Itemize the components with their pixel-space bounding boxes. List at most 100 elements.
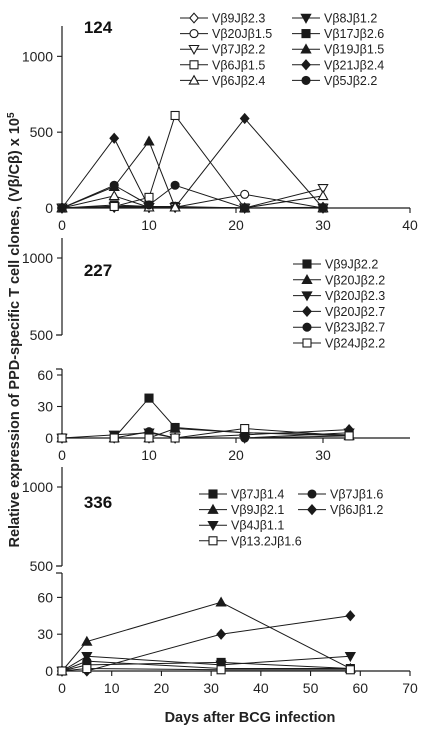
- x-tick-label: 0: [58, 217, 66, 233]
- legend-label: Vβ8Jβ1.2: [324, 12, 377, 26]
- legend-entry: Vβ9Jβ2.3: [180, 12, 265, 26]
- data-point: [170, 433, 180, 443]
- data-point: [144, 393, 154, 403]
- legend-marker: [301, 273, 313, 285]
- legend-marker: [307, 503, 317, 516]
- y-tick-label: 500: [30, 558, 54, 574]
- legend-entry: Vβ6Jβ2.4: [180, 74, 265, 88]
- legend-label: Vβ4Jβ1.1: [231, 519, 284, 533]
- legend-entry: Vβ6Jβ1.2: [298, 503, 383, 517]
- legend-label: Vβ20Jβ2.3: [325, 289, 385, 303]
- data-point: [344, 652, 356, 663]
- series-line: [62, 615, 351, 672]
- data-point: [144, 200, 154, 210]
- series-v-20j-2-3: [56, 428, 355, 444]
- legend-label: Vβ7Jβ1.4: [231, 488, 284, 502]
- y-axis-label: Relative expression of PPD-specific T ce…: [6, 112, 24, 548]
- y-tick-label: 1000: [22, 250, 53, 266]
- data-point: [239, 112, 250, 125]
- legend-marker: [189, 60, 199, 70]
- legend-entry: Vβ24Jβ2.2: [293, 337, 385, 351]
- x-tick-label: 20: [228, 217, 244, 233]
- data-point: [169, 201, 181, 212]
- legend-label: Vβ20Jβ1.5: [212, 27, 272, 41]
- series-line: [61, 432, 350, 439]
- x-tick-label: 60: [352, 680, 368, 696]
- series-line: [61, 668, 351, 672]
- data-point: [144, 192, 154, 202]
- x-tick-label: 0: [58, 680, 66, 696]
- series-line: [62, 428, 350, 439]
- x-tick-label: 10: [141, 447, 157, 463]
- series-line: [61, 114, 323, 209]
- data-point: [215, 596, 227, 607]
- legend-label: Vβ9Jβ2.3: [212, 12, 265, 26]
- series-line: [61, 655, 351, 672]
- legend-entry: Vβ20Jβ2.7: [293, 305, 385, 319]
- data-point: [169, 422, 181, 433]
- data-point: [317, 190, 329, 201]
- legend-entry: Vβ23Jβ2.7: [293, 321, 385, 335]
- x-tick-label: 30: [203, 680, 219, 696]
- legend-marker: [302, 338, 312, 348]
- x-tick-label: 20: [154, 680, 170, 696]
- y-tick-label: 60: [37, 589, 53, 605]
- legend-label: Vβ24Jβ2.2: [325, 337, 385, 351]
- legend-entry: Vβ20Jβ2.2: [293, 273, 385, 287]
- series-line: [61, 601, 351, 672]
- data-point: [57, 433, 67, 443]
- legend-label: Vβ23Jβ2.7: [325, 321, 385, 335]
- legend-entry: Vβ9Jβ2.2: [293, 258, 378, 272]
- legend-marker: [189, 12, 199, 24]
- panel-label: 227: [84, 261, 112, 280]
- legend-label: Vβ9Jβ2.1: [231, 503, 284, 517]
- series-v-5j-2-2: [57, 180, 328, 213]
- legend-entry: Vβ9Jβ2.1: [199, 503, 284, 517]
- y-tick-label: 0: [45, 430, 53, 446]
- legend-marker: [300, 43, 312, 54]
- data-point: [170, 180, 180, 190]
- x-tick-label: 20: [228, 447, 244, 463]
- data-point: [344, 431, 354, 441]
- legend-label: Vβ6Jβ1.2: [330, 503, 383, 517]
- legend-marker: [301, 59, 311, 71]
- legend-entry: Vβ19Jβ1.5: [292, 43, 384, 57]
- legend-marker: [208, 536, 218, 546]
- legend-marker: [189, 29, 199, 39]
- series-line: [61, 661, 351, 672]
- legend-marker: [301, 291, 313, 302]
- data-point: [143, 135, 155, 146]
- y-tick-label: 60: [37, 367, 53, 383]
- legend-marker: [302, 305, 312, 318]
- legend-entry: Vβ5Jβ2.2: [292, 74, 377, 88]
- y-tick-label: 500: [30, 327, 54, 343]
- data-point: [109, 433, 119, 443]
- chart-panel-124: 0 500 1000 0 10 20 30 40 124 Vβ9Jβ2.3 Vβ8Jβ1.2 Vβ20…: [22, 12, 418, 234]
- y-tick-label: 0: [45, 200, 53, 216]
- legend-label: Vβ6Jβ2.4: [212, 74, 265, 88]
- data-point: [144, 433, 154, 443]
- series-v-13-2j-1-6: [57, 663, 355, 676]
- series-line: [61, 117, 324, 209]
- x-tick-label: 0: [58, 447, 66, 463]
- legend-marker: [307, 489, 317, 499]
- series-v-7j-1-6: [57, 656, 355, 676]
- legend-marker: [207, 520, 219, 532]
- data-point: [108, 190, 120, 201]
- data-point: [109, 132, 120, 144]
- legend-marker: [188, 44, 200, 56]
- data-point: [170, 110, 180, 121]
- legend-label: Vβ20Jβ2.7: [325, 305, 385, 319]
- legend-marker: [207, 503, 219, 514]
- legend-entry: Vβ8Jβ1.2: [292, 12, 377, 26]
- data-point: [240, 203, 250, 213]
- x-tick-label: 40: [253, 680, 269, 696]
- legend-label: Vβ7Jβ1.6: [330, 488, 383, 502]
- y-tick-label: 0: [45, 663, 53, 679]
- x-tick-label: 10: [104, 680, 120, 696]
- data-point: [109, 180, 119, 190]
- legend-entry: Vβ13.2Jβ1.6: [199, 534, 302, 548]
- data-point: [216, 665, 226, 675]
- series-v-19j-1-5: [56, 135, 329, 213]
